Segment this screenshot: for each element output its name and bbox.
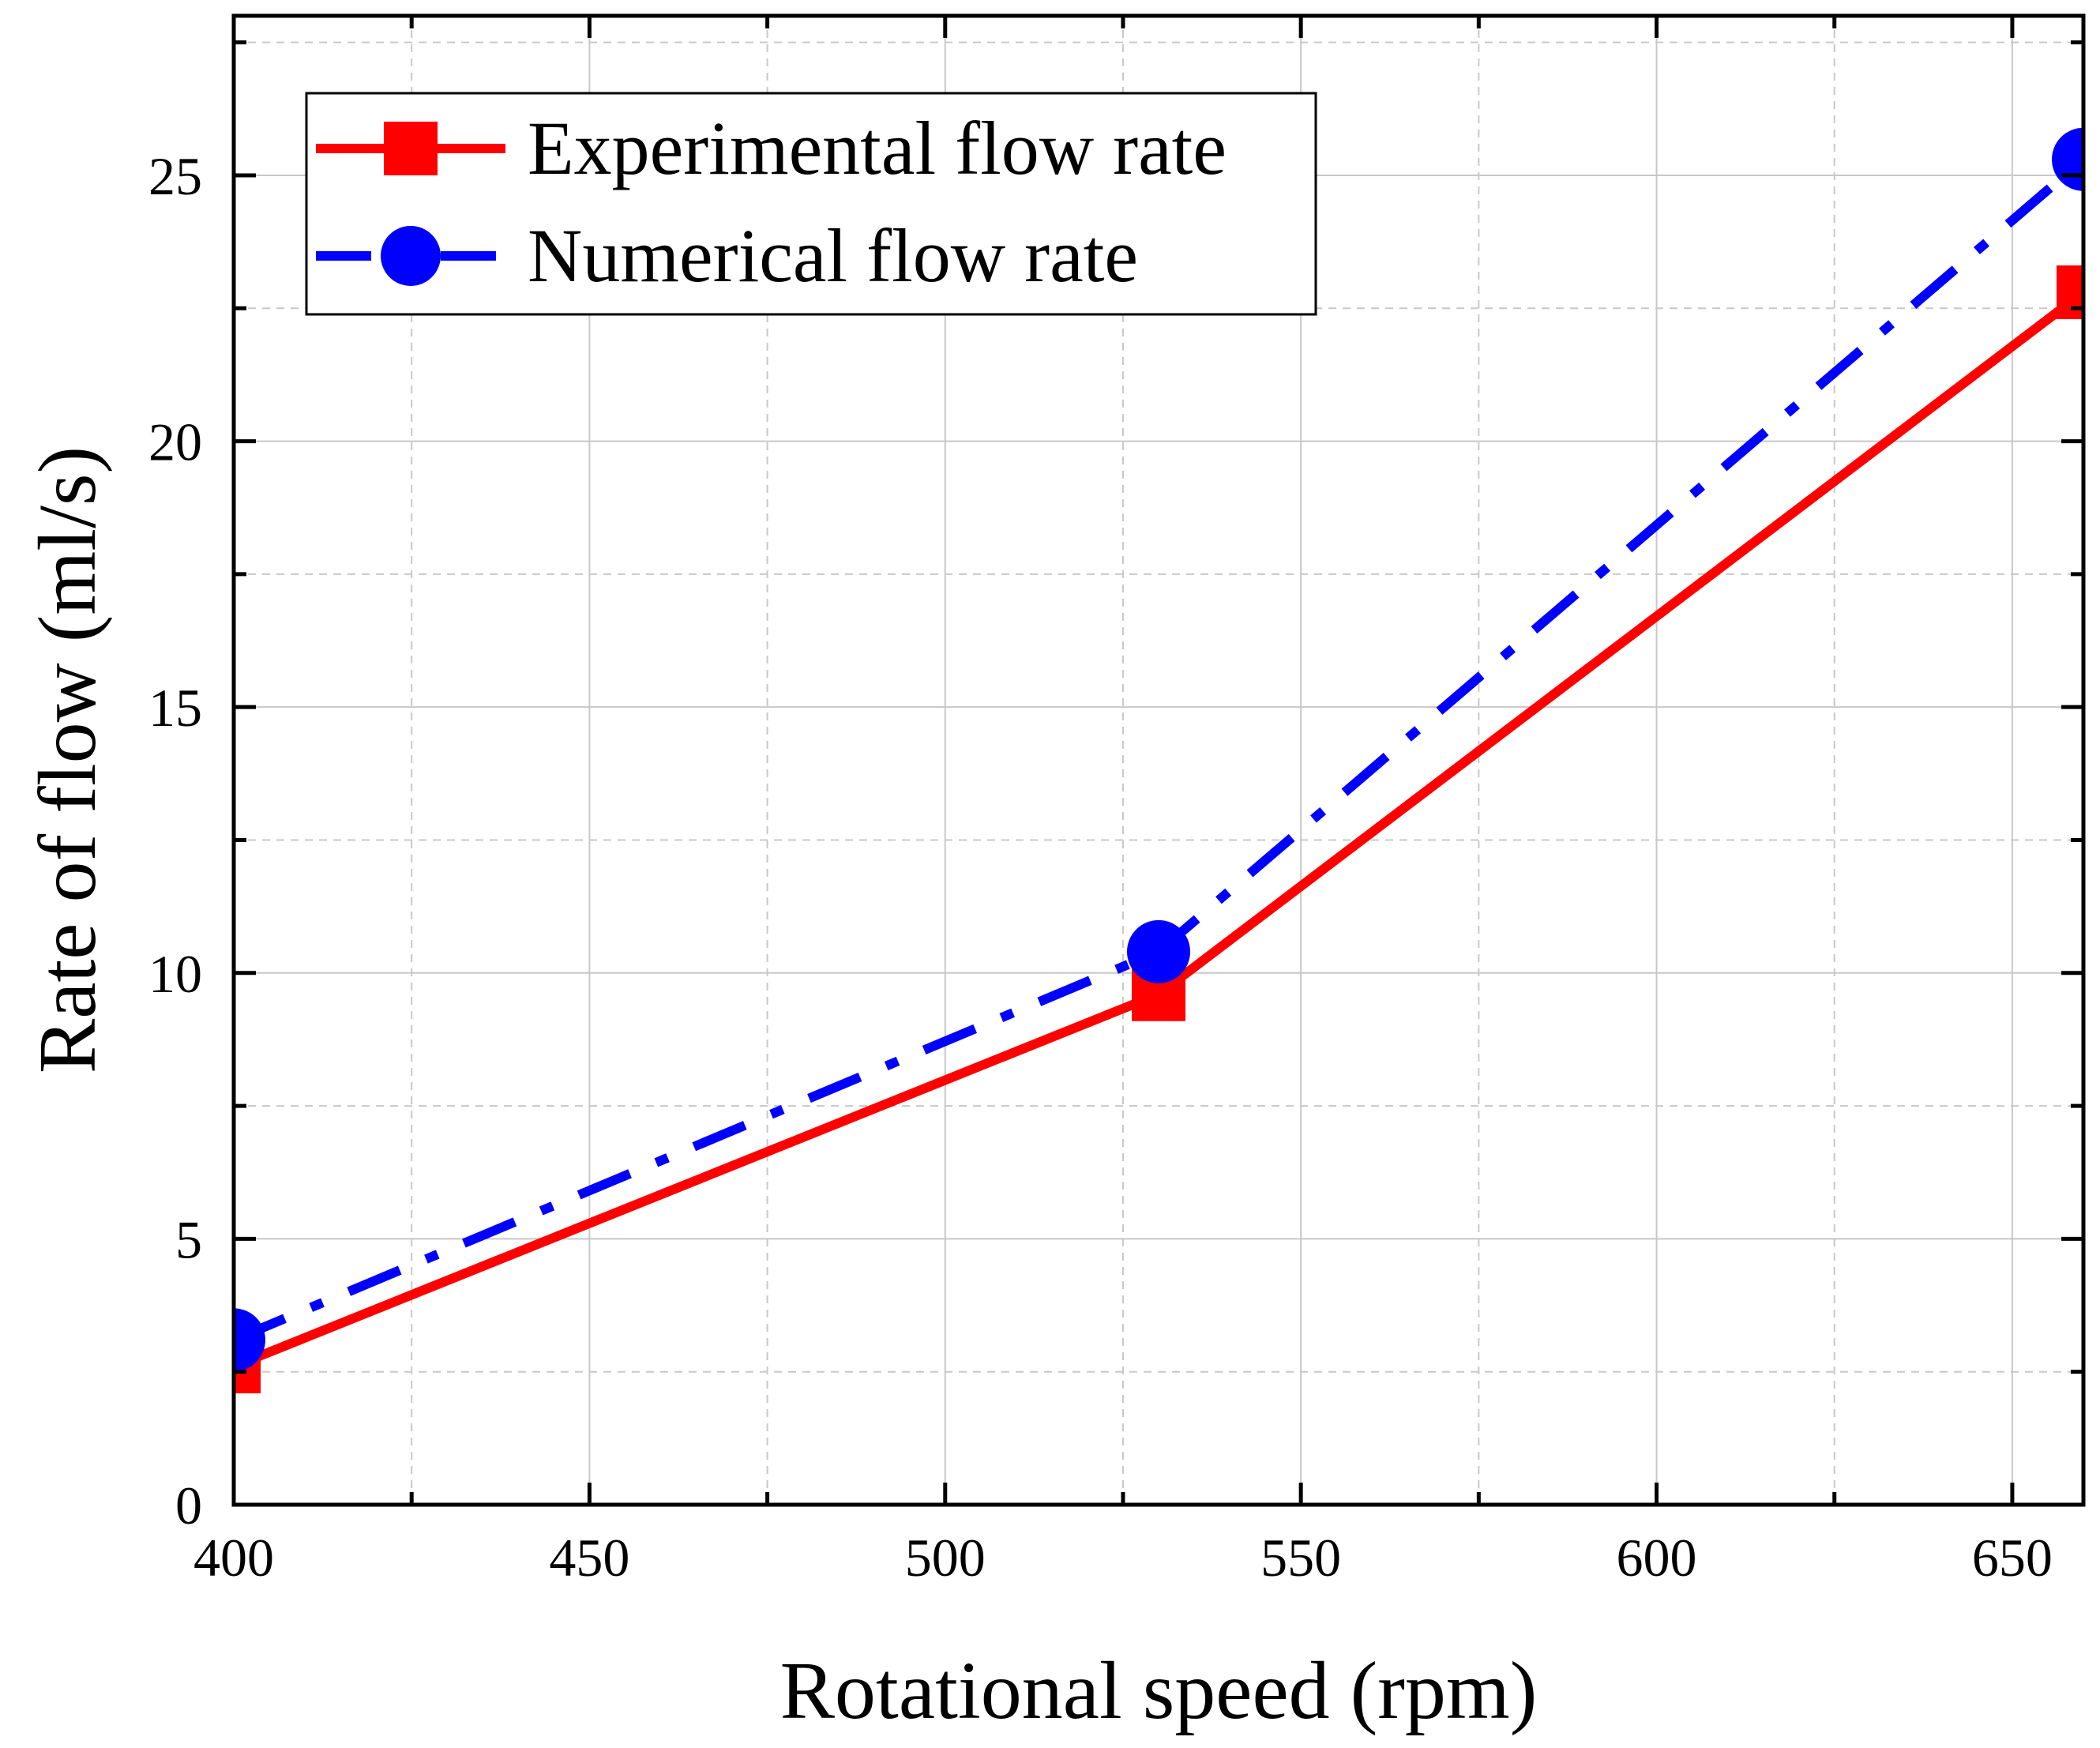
- series-2-point: [2052, 127, 2083, 191]
- x-axis-tick-labels: 400 450 500 550 600 650: [193, 1528, 2053, 1588]
- series-1-point: [2057, 265, 2083, 320]
- legend-box: [305, 92, 1317, 316]
- legend-label-2: Numerical flow rate: [528, 213, 1138, 298]
- x-tick-label: 650: [1972, 1528, 2053, 1588]
- y-tick-label: 0: [175, 1475, 202, 1536]
- x-axis-title: Rotational speed (rpm): [780, 1645, 1538, 1736]
- y-tick-label: 15: [148, 678, 202, 738]
- series-line-2: [234, 156, 2083, 1344]
- series-2-point: [234, 1308, 265, 1372]
- legend-label-1: Experimental flow rate: [528, 106, 1227, 190]
- series-line-1: [234, 288, 2083, 1371]
- legend-marker-2: [381, 226, 441, 286]
- x-tick-label: 450: [549, 1528, 629, 1588]
- x-tick-label: 600: [1617, 1528, 1697, 1588]
- x-tick-label: 550: [1260, 1528, 1341, 1588]
- y-axis-title: Rate of flow (ml/s): [22, 446, 113, 1073]
- series-group: [234, 156, 2083, 1371]
- plot-frame: [231, 13, 2086, 1507]
- legend-marker-1: [384, 122, 438, 175]
- x-tick-label: 400: [193, 1528, 274, 1588]
- y-tick-label: 25: [148, 146, 202, 206]
- y-axis-tick-labels: 0 5 10 15 20 25: [148, 146, 202, 1536]
- y-tick-label: 10: [148, 944, 202, 1004]
- axis-ticks: [231, 16, 2083, 1507]
- y-tick-label: 5: [175, 1209, 202, 1269]
- x-tick-label: 500: [905, 1528, 986, 1588]
- marker-group: [234, 127, 2083, 1393]
- y-tick-label: 20: [148, 412, 202, 472]
- legend: Experimental flow rate Numerical flow rat…: [305, 92, 1317, 316]
- series-2-point: [1127, 919, 1190, 983]
